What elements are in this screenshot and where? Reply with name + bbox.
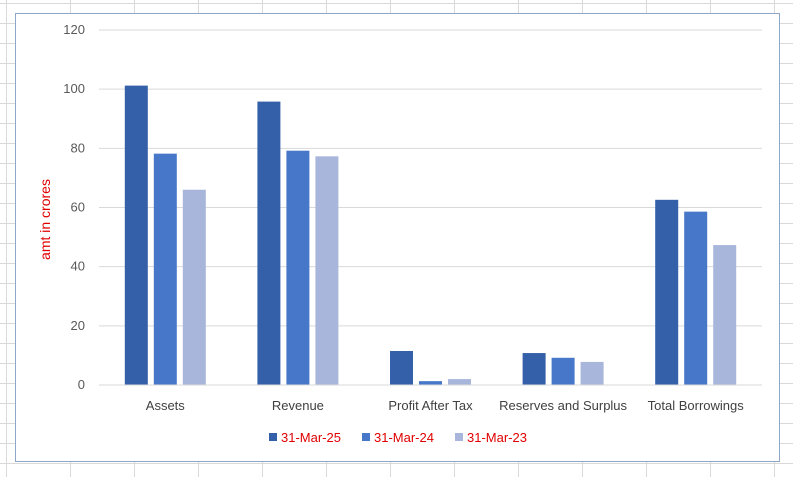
bar-total-borrowings-31-mar-25[interactable] xyxy=(655,199,679,385)
x-category-label: Reserves and Surplus xyxy=(499,398,627,413)
bar-profit-after-tax-31-mar-23[interactable] xyxy=(448,379,471,385)
legend-swatch-31-mar-23 xyxy=(455,433,463,441)
bar-assets-31-mar-25[interactable] xyxy=(124,85,148,385)
legend-swatch-31-mar-25 xyxy=(269,433,277,441)
x-axis-categories: Assets Revenue Profit After Tax Reserves an… xyxy=(146,398,744,413)
y-tick-label: 120 xyxy=(63,22,85,37)
bar-reserves-and-surplus-31-mar-24[interactable] xyxy=(551,357,575,385)
legend-label-31-mar-23: 31-Mar-23 xyxy=(467,430,527,445)
y-tick-label: 0 xyxy=(78,377,85,392)
x-category-label: Profit After Tax xyxy=(388,398,473,413)
x-category-label: Revenue xyxy=(272,398,324,413)
bar-revenue-31-mar-25[interactable] xyxy=(257,101,281,385)
y-tick-label: 100 xyxy=(63,81,85,96)
bar-revenue-31-mar-24[interactable] xyxy=(286,150,310,385)
y-tick-label: 80 xyxy=(71,140,85,155)
bar-reserves-and-surplus-31-mar-23[interactable] xyxy=(580,361,604,385)
legend-label-31-mar-24: 31-Mar-24 xyxy=(374,430,434,445)
y-axis-ticks: 0 20 40 60 80 100 120 xyxy=(63,22,85,392)
legend-swatch-31-mar-24 xyxy=(362,433,370,441)
bar-total-borrowings-31-mar-23[interactable] xyxy=(713,245,737,385)
chart-area[interactable]: 0 20 40 60 80 100 120 Assets Revenue Profit Afte… xyxy=(15,13,780,462)
bar-assets-31-mar-24[interactable] xyxy=(153,153,177,385)
bar-total-borrowings-31-mar-24[interactable] xyxy=(684,211,708,385)
bars xyxy=(124,85,737,385)
gridlines xyxy=(99,29,762,327)
x-category-label: Assets xyxy=(146,398,186,413)
legend: 31-Mar-25 31-Mar-24 31-Mar-23 xyxy=(269,430,527,445)
y-tick-label: 60 xyxy=(71,200,85,215)
bar-profit-after-tax-31-mar-25[interactable] xyxy=(390,350,413,385)
bar-reserves-and-surplus-31-mar-25[interactable] xyxy=(522,353,546,385)
y-tick-label: 20 xyxy=(71,318,85,333)
bar-profit-after-tax-31-mar-24[interactable] xyxy=(419,381,442,385)
legend-label-31-mar-25: 31-Mar-25 xyxy=(281,430,341,445)
x-category-label: Total Borrowings xyxy=(648,398,745,413)
y-axis-label: amt in crores xyxy=(37,179,53,260)
bar-chart: 0 20 40 60 80 100 120 Assets Revenue Profit Afte… xyxy=(37,22,762,445)
bar-revenue-31-mar-23[interactable] xyxy=(315,156,339,385)
bar-assets-31-mar-23[interactable] xyxy=(182,189,206,385)
y-tick-label: 40 xyxy=(71,259,85,274)
